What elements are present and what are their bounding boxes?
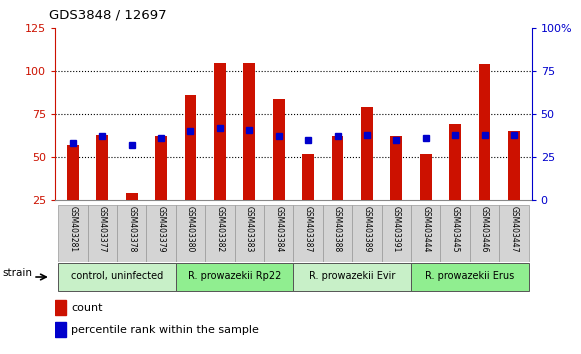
FancyBboxPatch shape <box>499 205 529 262</box>
Bar <box>361 107 373 200</box>
Bar <box>302 154 314 200</box>
FancyBboxPatch shape <box>88 205 117 262</box>
Text: R. prowazekii Evir: R. prowazekii Evir <box>309 272 396 281</box>
Text: GSM403447: GSM403447 <box>510 206 518 253</box>
Bar <box>508 131 520 200</box>
Text: GSM403382: GSM403382 <box>216 206 224 252</box>
Bar <box>214 63 226 200</box>
Text: GDS3848 / 12697: GDS3848 / 12697 <box>49 9 167 22</box>
Bar <box>273 99 285 200</box>
Text: GSM403446: GSM403446 <box>480 206 489 253</box>
Bar <box>67 145 78 200</box>
FancyBboxPatch shape <box>176 263 293 291</box>
Bar <box>55 322 66 337</box>
Text: GSM403380: GSM403380 <box>186 206 195 253</box>
Bar <box>479 64 490 200</box>
Bar <box>243 63 255 200</box>
Text: R. prowazekii Rp22: R. prowazekii Rp22 <box>188 272 281 281</box>
Text: strain: strain <box>3 268 33 278</box>
FancyBboxPatch shape <box>58 263 176 291</box>
Text: GSM403379: GSM403379 <box>156 206 166 253</box>
FancyBboxPatch shape <box>146 205 176 262</box>
Text: GSM403384: GSM403384 <box>274 206 283 253</box>
FancyBboxPatch shape <box>440 205 470 262</box>
FancyBboxPatch shape <box>58 205 88 262</box>
Text: GSM403383: GSM403383 <box>245 206 254 253</box>
Text: GSM403378: GSM403378 <box>127 206 136 253</box>
Text: GSM403444: GSM403444 <box>421 206 431 253</box>
FancyBboxPatch shape <box>293 205 323 262</box>
Bar <box>185 95 196 200</box>
Text: count: count <box>71 303 102 313</box>
FancyBboxPatch shape <box>470 205 499 262</box>
Text: GSM403377: GSM403377 <box>98 206 107 253</box>
FancyBboxPatch shape <box>352 205 382 262</box>
Text: GSM403389: GSM403389 <box>363 206 371 253</box>
FancyBboxPatch shape <box>264 205 293 262</box>
Bar <box>449 125 461 200</box>
Text: GSM403281: GSM403281 <box>69 206 77 252</box>
Text: GSM403388: GSM403388 <box>333 206 342 252</box>
Text: GSM403387: GSM403387 <box>304 206 313 253</box>
FancyBboxPatch shape <box>235 205 264 262</box>
Text: GSM403445: GSM403445 <box>451 206 460 253</box>
FancyBboxPatch shape <box>117 205 146 262</box>
Bar <box>55 300 66 315</box>
FancyBboxPatch shape <box>176 205 205 262</box>
Text: GSM403391: GSM403391 <box>392 206 401 253</box>
Text: percentile rank within the sample: percentile rank within the sample <box>71 325 259 335</box>
Text: control, uninfected: control, uninfected <box>71 272 163 281</box>
FancyBboxPatch shape <box>411 205 440 262</box>
Bar <box>390 137 402 200</box>
FancyBboxPatch shape <box>293 263 411 291</box>
Bar <box>332 137 343 200</box>
Bar <box>420 154 432 200</box>
Bar <box>125 193 138 200</box>
FancyBboxPatch shape <box>205 205 235 262</box>
Bar <box>96 135 108 200</box>
Bar <box>155 137 167 200</box>
FancyBboxPatch shape <box>411 263 529 291</box>
FancyBboxPatch shape <box>382 205 411 262</box>
Text: R. prowazekii Erus: R. prowazekii Erus <box>425 272 515 281</box>
FancyBboxPatch shape <box>323 205 352 262</box>
